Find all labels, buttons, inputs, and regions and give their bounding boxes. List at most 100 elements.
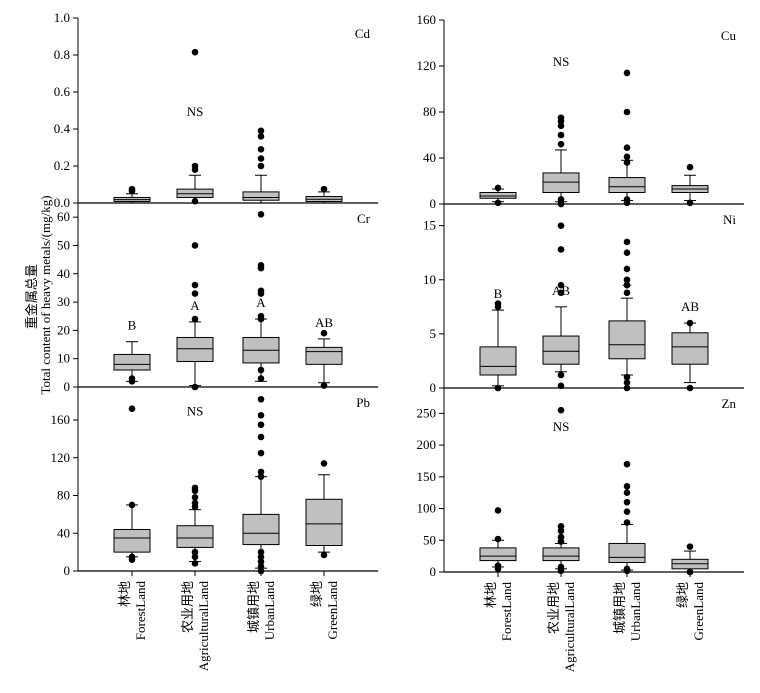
outlier-point — [623, 483, 631, 490]
y-tick-label: 1.0 — [54, 10, 70, 25]
y-tick-label: 160 — [417, 12, 437, 27]
y-tick-label: 0 — [430, 564, 437, 579]
significance-label: A — [190, 298, 200, 313]
outlier-point — [557, 114, 565, 122]
box-agriculturalland — [176, 484, 214, 567]
category-label-en: AgriculturalLand — [562, 582, 577, 673]
category-label-cn: 林地 — [483, 582, 498, 608]
box-agriculturalland — [542, 114, 580, 208]
y-tick-label: 0.0 — [54, 195, 70, 210]
outlier-point — [494, 507, 502, 514]
outlier-point — [557, 200, 565, 208]
box-urbanland — [242, 127, 280, 204]
box-agriculturalland — [542, 406, 580, 575]
outlier-point — [128, 375, 136, 382]
y-tick-label: 20 — [57, 322, 70, 337]
outlier-point — [623, 144, 631, 151]
y-tick-label: 0 — [64, 563, 71, 578]
significance-label: AB — [552, 283, 570, 298]
y-tick-label: 50 — [57, 237, 70, 252]
outlier-point — [557, 122, 565, 130]
outlier-point — [623, 249, 631, 257]
category-label: 农业用地 AgriculturalLand — [180, 581, 211, 672]
outlier-point — [257, 261, 265, 269]
iqr-box — [542, 547, 580, 562]
box-greenland — [671, 543, 709, 576]
outlier-point — [623, 565, 631, 573]
y-tick-label: 0 — [64, 379, 71, 394]
iqr-box — [608, 320, 646, 360]
category-label-en: ForestLand — [133, 581, 148, 641]
outlier-point — [557, 523, 565, 530]
outlier-point — [257, 553, 265, 561]
outlier-point — [257, 548, 265, 556]
significance-label: A — [622, 274, 632, 289]
outlier-point — [191, 290, 199, 297]
outlier-point — [257, 562, 265, 570]
iqr-box — [608, 542, 646, 563]
outlier-point — [623, 508, 631, 516]
iqr-box — [305, 346, 343, 365]
y-tick-label: 120 — [51, 450, 71, 465]
category-label-cn: 城镇用地 — [612, 582, 627, 634]
outlier-point — [623, 281, 631, 289]
outlier-point — [257, 468, 265, 476]
category-label-en: UrbanLand — [262, 581, 277, 641]
outlier-point — [557, 140, 565, 148]
outlier-point — [257, 421, 265, 429]
category-label-cn: 绿地 — [675, 582, 690, 608]
y-axis-label-cn: 重金属总量 — [24, 264, 40, 329]
significance-label: B — [494, 286, 503, 301]
y-tick-label: 5 — [430, 326, 437, 341]
ns-annotation: NS — [187, 403, 204, 418]
box-urbanland — [608, 460, 646, 575]
box-agriculturalland — [176, 48, 214, 205]
category-label-en: GreenLand — [691, 582, 706, 641]
iqr-box — [176, 525, 214, 548]
outlier-point — [494, 184, 502, 192]
outlier-point — [128, 405, 136, 413]
outlier-point — [623, 384, 631, 392]
y-tick-label: 100 — [417, 501, 437, 516]
outlier-point — [191, 315, 199, 323]
outlier-point — [557, 281, 565, 289]
y-tick-label: 150 — [417, 469, 437, 484]
y-axis-label-en: Total content of heavy metals/(mg/kg) — [38, 195, 53, 394]
category-label-cn: 农业用地 — [180, 581, 195, 633]
y-tick-label: 0.6 — [54, 84, 71, 99]
iqr-box — [479, 346, 517, 376]
outlier-point — [557, 289, 565, 297]
outlier-point — [257, 312, 265, 320]
significance-label: AB — [315, 315, 333, 330]
outlier-point — [623, 460, 631, 468]
iqr-box — [608, 177, 646, 194]
outlier-point — [257, 162, 265, 170]
outlier-point — [191, 553, 199, 561]
ns-annotation: NS — [553, 419, 570, 434]
outlier-point — [686, 199, 694, 207]
outlier-point — [257, 146, 265, 153]
metal-label: Cd — [355, 26, 371, 41]
y-tick-label: 120 — [417, 58, 437, 73]
outlier-point — [623, 498, 631, 506]
iqr-box — [479, 547, 517, 562]
outlier-point — [191, 162, 199, 170]
outlier-point — [191, 560, 199, 567]
outlier-point — [557, 382, 565, 390]
outlier-point — [320, 551, 328, 559]
y-tick-label: 0.2 — [54, 158, 70, 173]
box-urbanland: A — [608, 238, 646, 392]
outlier-point — [257, 449, 265, 457]
outlier-point — [320, 185, 328, 193]
metal-label: Cr — [357, 211, 371, 226]
category-label: 林地 ForestLand — [117, 581, 148, 641]
outlier-point — [257, 473, 265, 480]
outlier-point — [191, 548, 199, 556]
category-label: 农业用地 AgriculturalLand — [546, 582, 577, 673]
significance-label: A — [256, 295, 266, 310]
y-tick-label: 200 — [417, 437, 437, 452]
iqr-box — [671, 332, 709, 365]
panel-pb: 0 40 80 120 160 Pb NS 林地 ForestLand 农业用地 Agricultu… — [51, 387, 378, 672]
box-greenland — [305, 185, 343, 204]
